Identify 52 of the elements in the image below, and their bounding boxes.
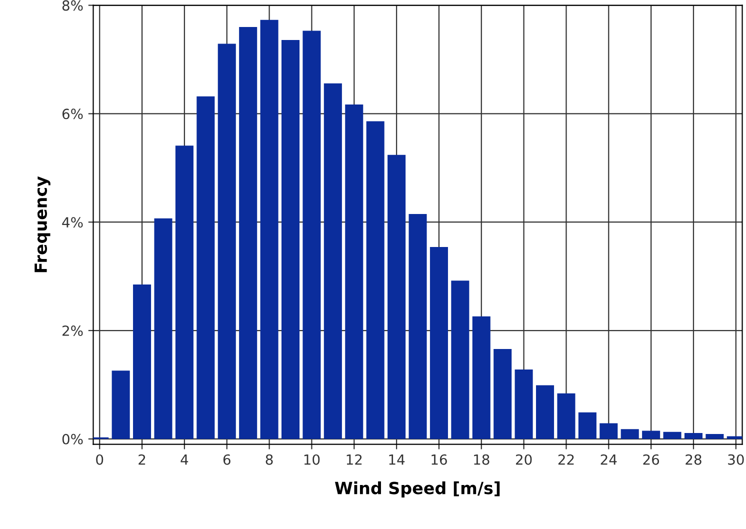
bar [345, 104, 364, 439]
bar [578, 412, 596, 439]
y-tick-label: 6% [62, 108, 83, 120]
bar [536, 385, 554, 439]
x-tick-label: 22 [558, 454, 574, 465]
y-tick-label: 8% [62, 0, 83, 11]
y-tick-label: 0% [62, 434, 83, 444]
x-tick-label: 8 [266, 454, 273, 465]
bar [175, 146, 194, 439]
bar [196, 96, 215, 439]
bar [642, 430, 660, 439]
x-tick-label: 2 [138, 454, 146, 465]
bar [620, 429, 639, 439]
bar [324, 83, 342, 439]
bar [684, 432, 702, 439]
bar [514, 370, 533, 439]
bar [260, 20, 278, 439]
x-tick-label: 10 [304, 454, 320, 465]
bar [430, 247, 448, 439]
x-tick-label: 0 [96, 454, 104, 465]
bar [281, 40, 300, 439]
y-axis-title: Frequency [34, 176, 50, 272]
x-tick-label: 4 [180, 454, 188, 465]
y-tick-label: 2% [62, 325, 83, 336]
bar [388, 154, 406, 439]
x-tick-label: 20 [516, 454, 532, 465]
bar [366, 121, 384, 439]
x-tick-label: 28 [686, 454, 702, 465]
x-tick-label: 30 [728, 454, 744, 465]
x-tick-label: 14 [389, 454, 405, 465]
x-tick-label: 12 [346, 454, 362, 465]
x-tick-label: 26 [643, 454, 660, 465]
bar [494, 348, 512, 439]
x-tick-label: 6 [223, 454, 230, 465]
x-axis-title: Wind Speed [m/s] [334, 481, 500, 498]
x-tick-label: 16 [432, 454, 447, 465]
bar [133, 284, 152, 439]
bar [663, 432, 682, 439]
bar [706, 434, 724, 439]
bar [472, 316, 490, 439]
bar [218, 44, 236, 439]
bar [112, 370, 130, 439]
x-tick-label: 24 [600, 454, 617, 465]
bar [600, 423, 618, 439]
bar [239, 26, 258, 439]
x-tick-label: 18 [474, 454, 490, 465]
bar [302, 30, 321, 439]
y-tick-label: 4% [62, 217, 83, 228]
bar [408, 214, 427, 439]
bar [154, 218, 172, 439]
bar [557, 393, 576, 439]
bar [451, 280, 470, 439]
